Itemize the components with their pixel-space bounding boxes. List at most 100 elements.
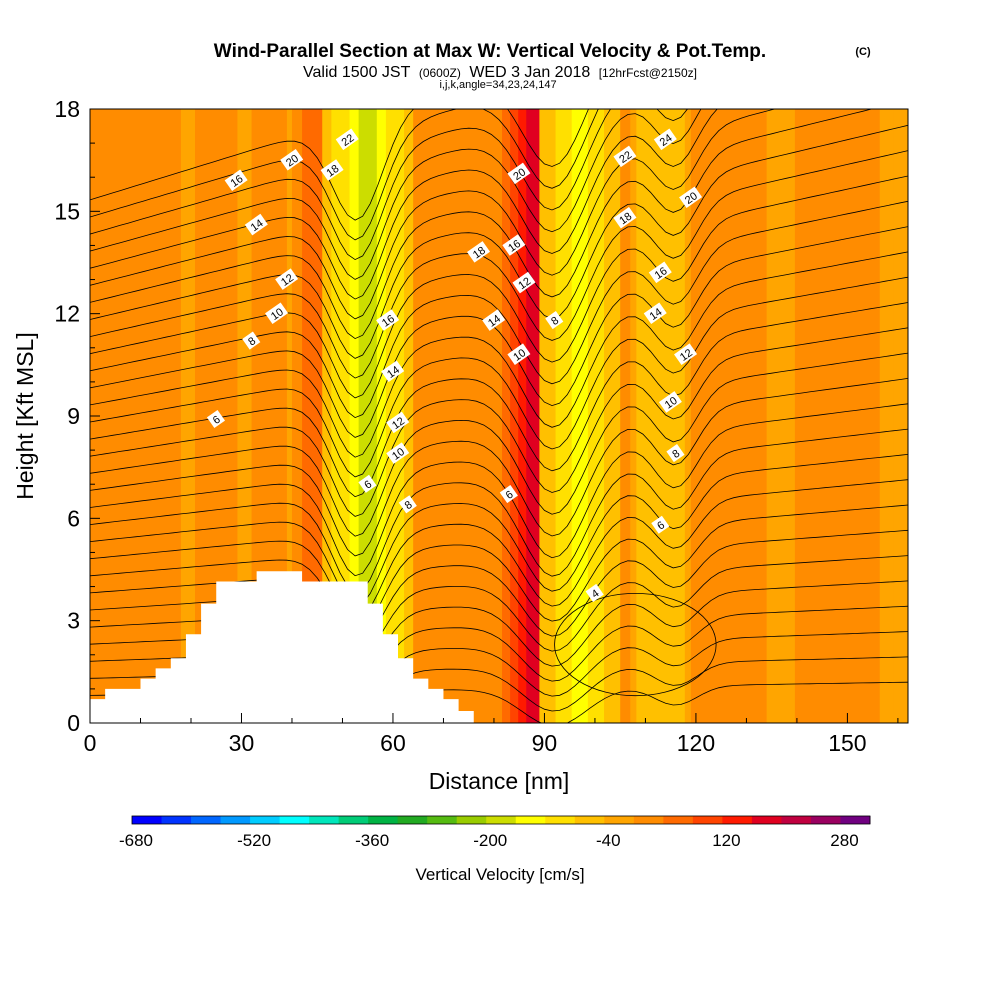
contour-label: 18 bbox=[613, 206, 637, 229]
copyright-mark: (C) bbox=[855, 46, 871, 58]
colorbar-swatch bbox=[132, 816, 163, 824]
svg-text:8: 8 bbox=[670, 448, 682, 461]
contour-label: 16 bbox=[648, 261, 672, 284]
x-tick-label: 30 bbox=[229, 730, 255, 756]
svg-text:22: 22 bbox=[617, 149, 634, 166]
svg-text:18: 18 bbox=[471, 245, 488, 262]
colorbar-swatch bbox=[486, 816, 517, 824]
colorbar-swatch bbox=[633, 816, 664, 824]
velocity-band-1-1 bbox=[307, 109, 318, 723]
contour-label: 20 bbox=[507, 162, 531, 185]
svg-text:12: 12 bbox=[678, 347, 695, 364]
svg-text:20: 20 bbox=[683, 190, 700, 207]
contour-label: 8 bbox=[242, 331, 261, 350]
contour-label: 20 bbox=[280, 148, 304, 171]
x-axis-label: Distance [nm] bbox=[429, 768, 570, 794]
x-tick-label: 60 bbox=[380, 730, 406, 756]
svg-text:4: 4 bbox=[590, 588, 602, 601]
chart-subtitle: Valid 1500 JST (0600Z) WED 3 Jan 2018 [1… bbox=[303, 64, 697, 81]
theta-contour-18 bbox=[90, 226, 908, 438]
valid-time: Valid 1500 JST bbox=[303, 64, 411, 81]
grid-indices: i,j,k,angle=34,23,24,147 bbox=[439, 79, 556, 91]
colorbar-label: Vertical Velocity [cm/s] bbox=[415, 865, 584, 884]
colorbar-swatch bbox=[840, 816, 871, 824]
theta-contour-21 bbox=[90, 150, 908, 379]
colorbar-swatch bbox=[161, 816, 192, 824]
contour-label: 24 bbox=[653, 128, 677, 151]
colorbar-swatch bbox=[810, 816, 841, 824]
svg-text:20: 20 bbox=[511, 166, 528, 183]
contour-label: 20 bbox=[679, 186, 703, 209]
contour-label: 16 bbox=[224, 169, 248, 191]
theta-contour-11 bbox=[90, 403, 908, 577]
svg-text:14: 14 bbox=[249, 217, 266, 234]
colorbar-frame bbox=[131, 815, 871, 825]
svg-text:12: 12 bbox=[516, 275, 533, 292]
theta-contour-20 bbox=[90, 175, 908, 399]
svg-text:16: 16 bbox=[506, 238, 523, 255]
svg-text:8: 8 bbox=[549, 315, 561, 328]
contour-label: 22 bbox=[335, 128, 359, 151]
theta-contour-24 bbox=[90, 109, 777, 320]
theta-contour-13 bbox=[90, 352, 908, 537]
theta-contour-8 bbox=[90, 479, 908, 620]
svg-text:6: 6 bbox=[504, 489, 516, 502]
colorbar-swatch bbox=[722, 816, 753, 824]
svg-text:20: 20 bbox=[284, 153, 301, 170]
colorbar-swatch bbox=[604, 816, 635, 824]
svg-text:10: 10 bbox=[390, 446, 407, 463]
velocity-band-5-1 bbox=[654, 109, 667, 723]
colorbar-swatch bbox=[545, 816, 576, 824]
x-axis: 0 30 60 90 120 150 bbox=[84, 713, 899, 756]
svg-text:14: 14 bbox=[648, 306, 665, 323]
colorbar-swatch bbox=[191, 816, 222, 824]
theta-contour-14 bbox=[90, 327, 908, 517]
svg-text:8: 8 bbox=[246, 335, 258, 348]
theta-contour-23 bbox=[90, 109, 874, 340]
x-tick-label: 150 bbox=[828, 730, 866, 756]
forecast-info: [12hrFcst@2150z] bbox=[599, 66, 697, 80]
y-tick-label: 9 bbox=[67, 403, 80, 429]
colorbar-tick-label: 120 bbox=[712, 831, 740, 850]
colorbar-swatch bbox=[338, 816, 369, 824]
contour-label: 6 bbox=[651, 515, 670, 534]
svg-text:16: 16 bbox=[380, 313, 397, 330]
contour-label: 22 bbox=[613, 145, 637, 168]
svg-text:16: 16 bbox=[229, 173, 246, 190]
svg-text:18: 18 bbox=[324, 163, 341, 180]
contour-label: 14 bbox=[244, 213, 268, 236]
colorbar-swatch bbox=[220, 816, 251, 824]
theta-contour-26 bbox=[90, 109, 702, 280]
svg-text:14: 14 bbox=[385, 364, 402, 381]
contour-label: 12 bbox=[512, 271, 536, 294]
valid-date: WED 3 Jan 2018 bbox=[469, 64, 590, 81]
y-axis-label: Height [Kft MSL] bbox=[12, 332, 38, 499]
svg-text:18: 18 bbox=[617, 211, 634, 228]
colorbar-tick-label: 280 bbox=[830, 831, 858, 850]
contour-label: 16 bbox=[376, 309, 400, 331]
valid-utc: (0600Z) bbox=[419, 66, 461, 80]
x-tick-label: 0 bbox=[84, 730, 97, 756]
contour-label: 10 bbox=[265, 302, 289, 325]
contour-label: 10 bbox=[507, 343, 531, 365]
theta-contour-25 bbox=[90, 109, 718, 300]
x-tick-label: 90 bbox=[532, 730, 558, 756]
svg-text:6: 6 bbox=[211, 414, 223, 427]
y-axis: 0 3 6 9 12 15 18 bbox=[54, 96, 100, 736]
y-tick-label: 6 bbox=[67, 505, 80, 531]
contour-label: 18 bbox=[467, 241, 491, 263]
svg-text:10: 10 bbox=[663, 395, 680, 412]
svg-text:22: 22 bbox=[340, 132, 357, 149]
theta-contour-closed bbox=[554, 592, 717, 697]
colorbar-tick-label: -40 bbox=[596, 831, 621, 850]
theta-contour-9 bbox=[90, 454, 908, 607]
contour-label: 6 bbox=[358, 474, 377, 493]
colorbar-swatch bbox=[250, 816, 281, 824]
x-tick-label: 120 bbox=[677, 730, 715, 756]
contour-label: 14 bbox=[643, 302, 667, 325]
terrain bbox=[90, 571, 474, 723]
colorbar-tick-label: -520 bbox=[237, 831, 271, 850]
theta-contour-12 bbox=[90, 378, 908, 557]
colorbar-swatch bbox=[397, 816, 428, 824]
